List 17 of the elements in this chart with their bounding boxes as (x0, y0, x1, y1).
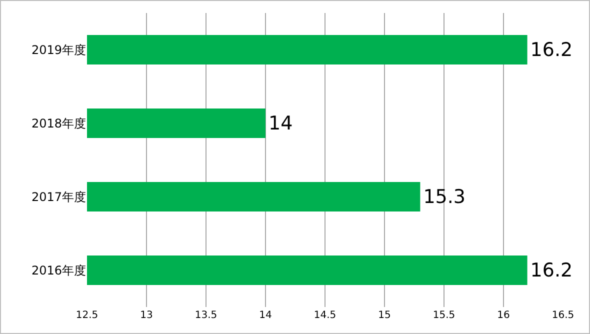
x-tick-label: 13 (140, 310, 153, 321)
x-tick-label: 13.5 (194, 310, 218, 321)
x-tick-label: 15 (378, 310, 391, 321)
y-tick-label: 2019年度 (31, 42, 86, 57)
x-tick-label: 14.5 (314, 310, 336, 321)
x-tick-label: 14 (259, 310, 272, 321)
data-label: 16.2 (530, 38, 573, 61)
x-tick-label: 16.5 (552, 310, 574, 321)
y-tick-label: 2017年度 (31, 190, 86, 204)
x-tick-label: 16 (497, 310, 510, 321)
data-label: 14 (268, 112, 293, 134)
y-tick-label: 2018年度 (31, 116, 86, 130)
y-tick-label: 2016年度 (31, 263, 86, 278)
data-label: 16.2 (530, 259, 573, 282)
x-tick-label: 12.5 (76, 310, 98, 321)
x-tick-label: 15.5 (432, 310, 456, 321)
data-label: 15.3 (423, 186, 466, 208)
